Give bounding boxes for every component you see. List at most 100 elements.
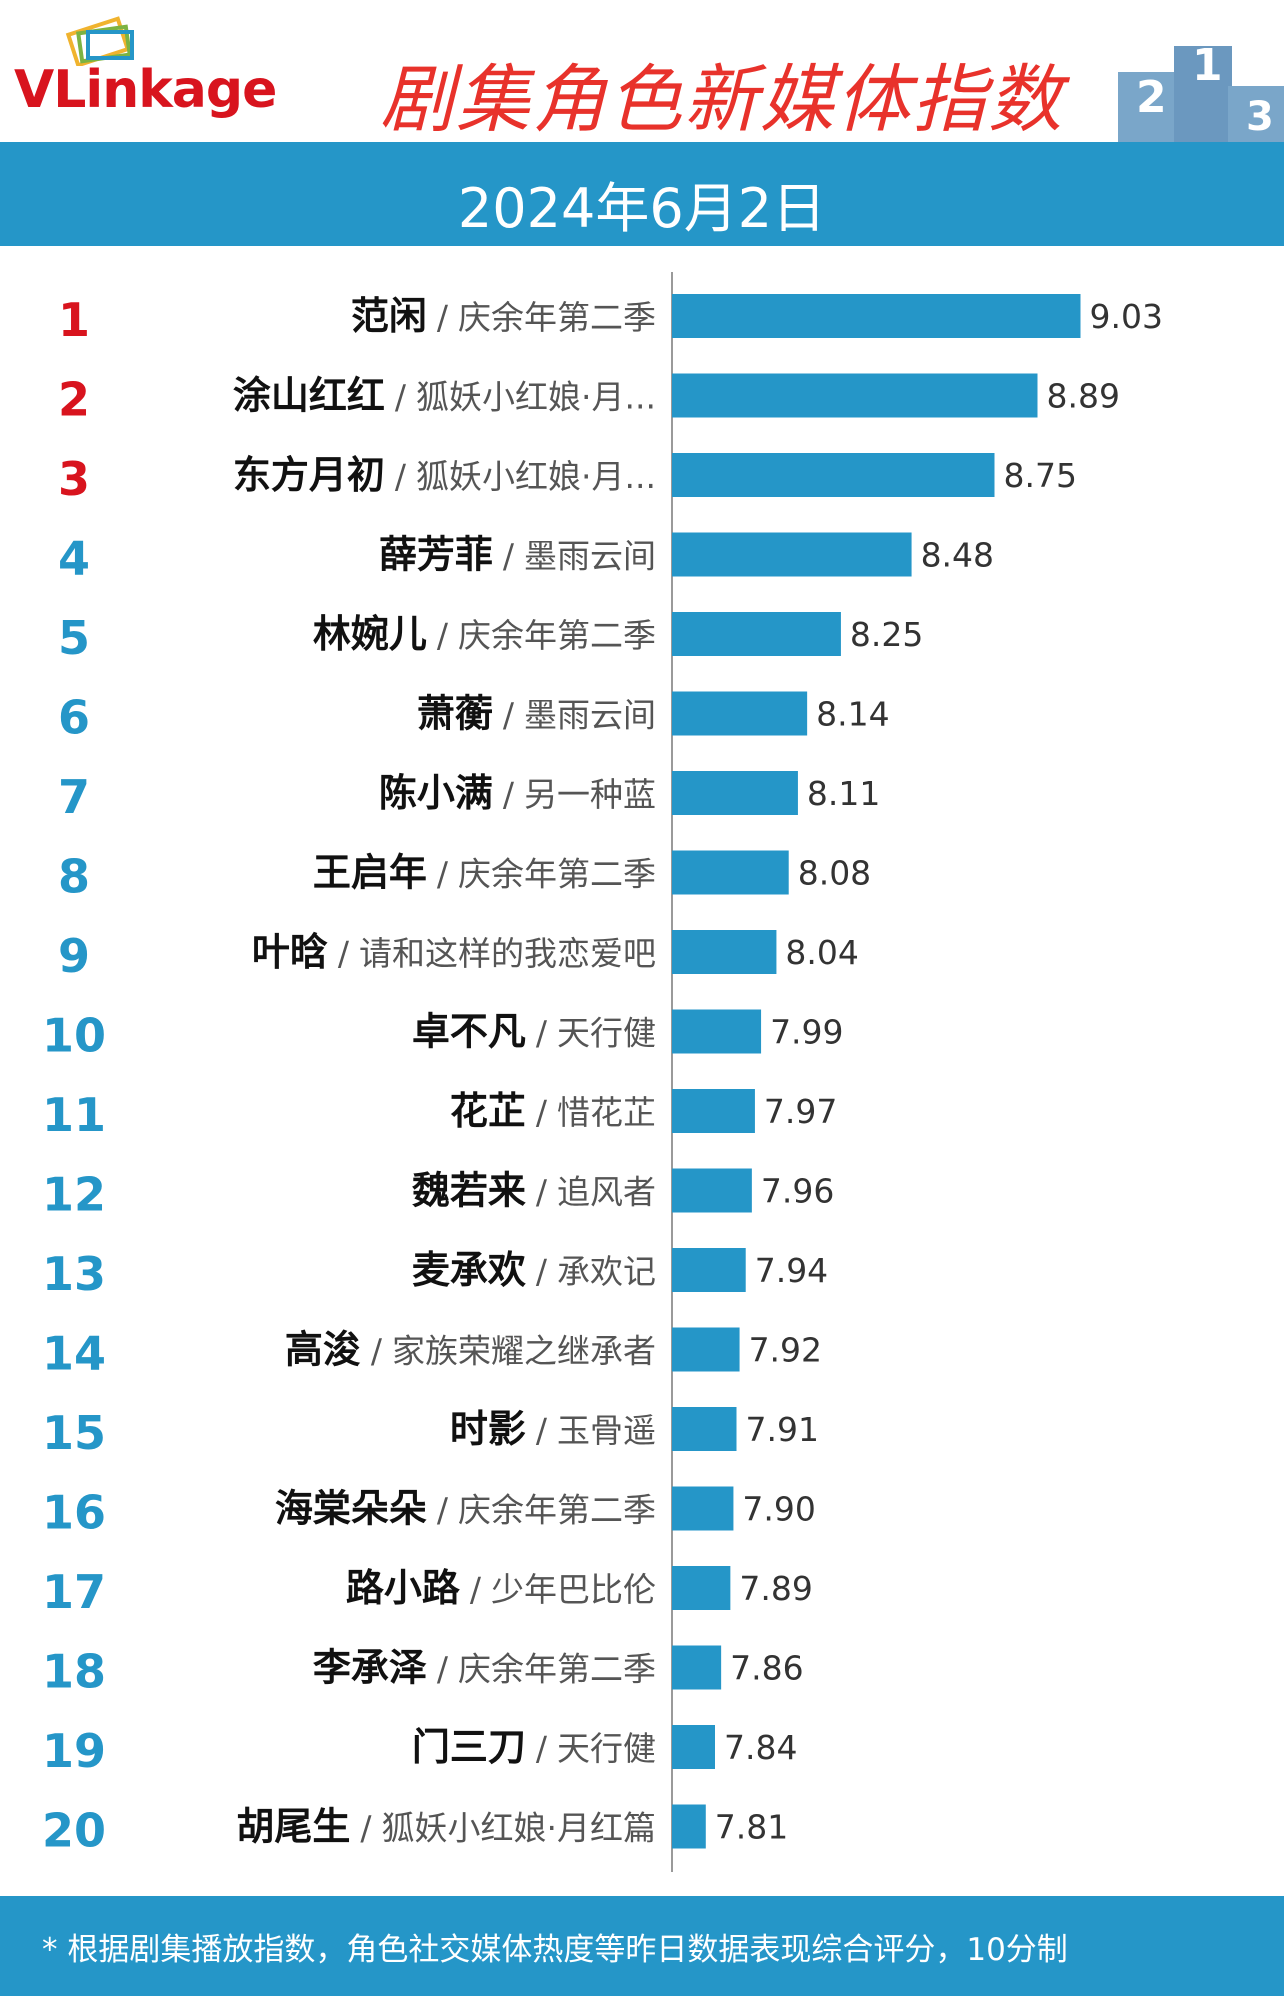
separator: / — [360, 1809, 372, 1848]
podium-icon: 2 1 3 — [1118, 40, 1284, 142]
podium-label-2: 2 — [1136, 72, 1167, 123]
separator: / — [338, 934, 350, 973]
value-label: 8.25 — [850, 615, 923, 654]
rank-number: 16 — [42, 1486, 106, 1540]
separator: / — [437, 298, 449, 337]
category-label: 涂山红红 / 狐妖小红娘·月... — [233, 374, 656, 418]
bar — [672, 1009, 762, 1054]
separator: / — [503, 696, 515, 735]
category-label: 陈小满 / 另一种蓝 — [379, 771, 656, 815]
value-label: 8.89 — [1047, 377, 1120, 416]
show-title: 庆余年第二季 — [458, 1491, 656, 1530]
value-label: 9.03 — [1090, 297, 1163, 336]
bar — [672, 1486, 734, 1531]
character-name: 萧蘅 — [417, 692, 493, 736]
value-label: 7.96 — [761, 1172, 834, 1211]
character-name: 陈小满 — [379, 771, 493, 815]
character-name: 涂山红红 — [233, 374, 385, 418]
category-label: 时影 / 玉骨遥 — [450, 1407, 656, 1451]
category-label: 海棠朵朵 / 庆余年第二季 — [275, 1487, 656, 1531]
separator: / — [395, 378, 407, 417]
page-title: 剧集角色新媒体指数 — [380, 57, 1064, 143]
category-label: 王启年 / 庆余年第二季 — [313, 851, 656, 895]
value-label: 8.48 — [921, 536, 994, 575]
character-name: 海棠朵朵 — [275, 1487, 427, 1531]
character-name: 薛芳菲 — [379, 533, 493, 577]
category-label: 叶晗 / 请和这样的我恋爱吧 — [252, 930, 656, 974]
rank-number: 11 — [42, 1088, 106, 1142]
bar — [672, 1168, 752, 1213]
category-label: 路小路 / 少年巴比伦 — [346, 1566, 656, 1610]
bar — [672, 294, 1081, 338]
bar — [672, 453, 995, 497]
rank-number: 3 — [58, 452, 90, 506]
show-title: 追风者 — [557, 1173, 656, 1212]
character-name: 李承泽 — [313, 1646, 427, 1690]
character-name: 卓不凡 — [412, 1010, 526, 1054]
rank-number: 18 — [42, 1645, 106, 1699]
category-label: 萧蘅 / 墨雨云间 — [417, 692, 656, 736]
show-title: 天行健 — [557, 1729, 656, 1768]
rank-number: 19 — [42, 1724, 106, 1778]
separator: / — [536, 1411, 548, 1450]
rank-number: 9 — [58, 929, 90, 983]
character-name: 叶晗 — [252, 930, 328, 974]
rank-number: 2 — [58, 373, 90, 427]
category-label: 林婉儿 / 庆余年第二季 — [313, 612, 656, 656]
separator: / — [503, 775, 515, 814]
footer: * 根据剧集播放指数，角色社交媒体热度等昨日数据表现综合评分，10分制 — [0, 1896, 1284, 1996]
bar — [672, 1725, 715, 1769]
rank-number: 8 — [58, 850, 90, 904]
date-label: 2024年6月2日 — [457, 177, 827, 240]
rank-number: 20 — [42, 1804, 106, 1858]
category-label: 花芷 / 惜花芷 — [450, 1089, 656, 1133]
value-label: 8.08 — [798, 854, 871, 893]
bar — [672, 1327, 740, 1372]
bar — [672, 1566, 731, 1610]
show-title: 狐妖小红娘·月... — [416, 378, 656, 417]
value-label: 8.75 — [1004, 456, 1077, 495]
show-title: 承欢记 — [557, 1252, 656, 1291]
bar — [672, 1248, 746, 1292]
bar — [672, 930, 777, 974]
separator: / — [371, 1332, 383, 1371]
separator: / — [437, 855, 449, 894]
show-title: 庆余年第二季 — [458, 855, 656, 894]
separator: / — [437, 616, 449, 655]
show-title: 请和这样的我恋爱吧 — [359, 934, 656, 973]
show-title: 另一种蓝 — [524, 775, 656, 814]
show-title: 庆余年第二季 — [458, 1650, 656, 1689]
logo-v: V — [14, 60, 54, 120]
rank-number: 15 — [42, 1406, 106, 1460]
rank-number: 17 — [42, 1565, 106, 1619]
show-title: 狐妖小红娘·月... — [416, 457, 656, 496]
podium-label-1: 1 — [1192, 40, 1223, 91]
value-label: 7.81 — [715, 1808, 788, 1847]
rank-number: 13 — [42, 1247, 106, 1301]
separator: / — [536, 1729, 548, 1768]
show-title: 庆余年第二季 — [458, 616, 656, 655]
show-title: 天行健 — [557, 1014, 656, 1053]
show-title: 墨雨云间 — [524, 696, 656, 735]
show-title: 玉骨遥 — [557, 1411, 656, 1450]
character-name: 王启年 — [313, 851, 427, 895]
logo-text: VLinkage — [14, 60, 277, 120]
separator: / — [395, 457, 407, 496]
show-title: 家族荣耀之继承者 — [392, 1332, 656, 1371]
bar — [672, 1089, 755, 1133]
value-label: 7.91 — [746, 1410, 819, 1449]
date-bar: 2024年6月2日 — [0, 142, 1284, 246]
bar — [672, 373, 1038, 418]
logo-frames-icon — [65, 16, 134, 66]
show-title: 狐妖小红娘·月红篇 — [382, 1809, 657, 1848]
vlinkage-logo: VLinkage — [14, 16, 284, 122]
rank-number: 10 — [42, 1009, 106, 1063]
header: VLinkage 剧集角色新媒体指数 2 1 3 — [0, 0, 1284, 143]
character-name: 麦承欢 — [412, 1248, 526, 1292]
rank-number: 6 — [58, 691, 90, 745]
value-label: 7.92 — [749, 1331, 822, 1370]
rank-number: 12 — [42, 1168, 106, 1222]
value-label: 7.84 — [724, 1728, 797, 1767]
category-label: 范闲 / 庆余年第二季 — [351, 294, 656, 338]
separator: / — [536, 1093, 548, 1132]
